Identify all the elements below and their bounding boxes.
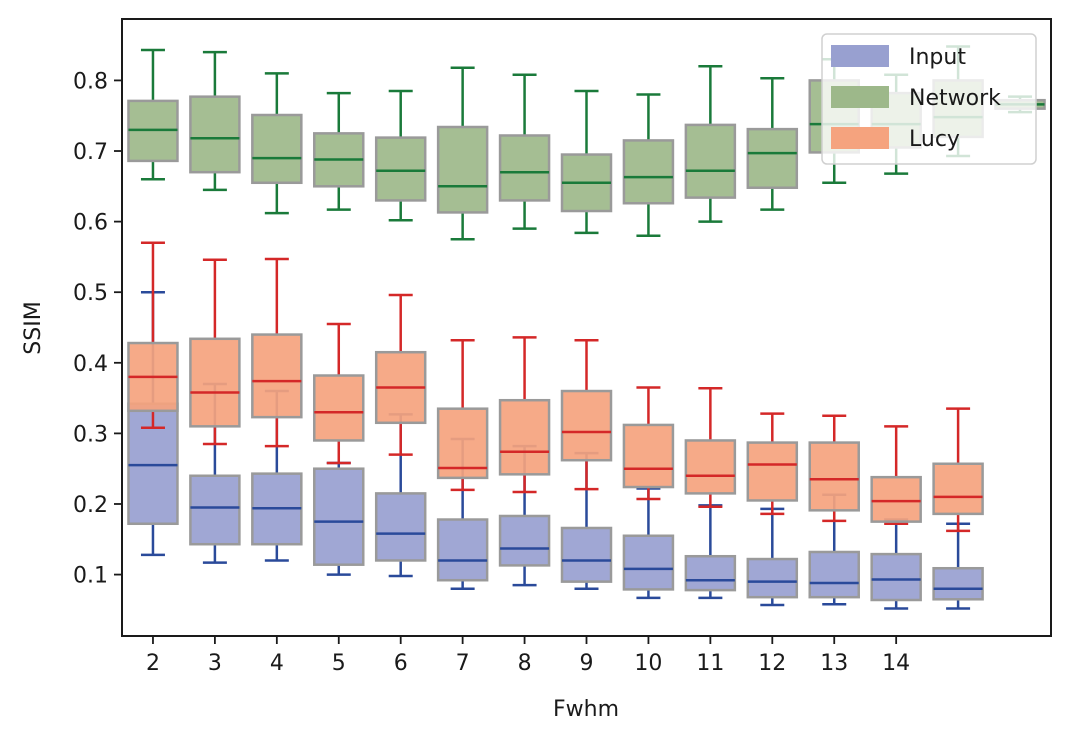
lucy-box-13 <box>808 441 860 512</box>
x-tick-label-9: 9 <box>580 651 594 676</box>
lucy-box-5 <box>313 374 365 442</box>
x-tick-label-2: 2 <box>146 651 160 676</box>
network-box-12 <box>746 127 799 189</box>
network-box-4 <box>251 113 303 185</box>
ticks-layer: 2 3 4 5 6 7 8 9 10 11 12 13 14 0.1 0.2 0.3 0.4 0.5 0.6 0.7 0… <box>73 69 910 676</box>
input-box-7 <box>436 518 489 582</box>
x-tick-label-10: 10 <box>634 651 662 676</box>
legend-label-lucy: Lucy <box>909 127 960 152</box>
network-box-8 <box>498 134 551 202</box>
x-tick-label-8: 8 <box>518 651 532 676</box>
series-input <box>127 290 984 610</box>
legend-swatch-lucy <box>831 127 889 149</box>
lucy-box-4 <box>251 333 303 419</box>
input-box-10 <box>622 534 675 591</box>
lucy-box-3 <box>189 337 241 428</box>
y-tick-label-3: 0.4 <box>73 352 108 377</box>
x-tick-label-11: 11 <box>696 651 724 676</box>
input-box-6 <box>374 492 427 562</box>
x-tick-label-3: 3 <box>208 651 222 676</box>
y-tick-label-2: 0.3 <box>73 422 108 447</box>
x-tick-label-14: 14 <box>882 651 910 676</box>
input-box-9 <box>560 526 613 583</box>
y-tick-label-4: 0.5 <box>73 281 108 306</box>
y-tick-label-5: 0.6 <box>73 211 108 236</box>
y-tick-label-0: 0.1 <box>73 564 108 589</box>
legend: Input Network Lucy <box>821 33 1037 165</box>
legend-label-input: Input <box>909 45 966 70</box>
input-box-13 <box>808 550 860 599</box>
input-box-11 <box>684 554 737 592</box>
legend-label-network: Network <box>909 86 1001 111</box>
y-tick-label-7: 0.8 <box>73 69 108 94</box>
x-tick-label-5: 5 <box>332 651 346 676</box>
x-tick-label-6: 6 <box>394 651 408 676</box>
input-box-14 <box>870 552 922 602</box>
legend-swatch-input <box>831 45 889 67</box>
x-tick-label-7: 7 <box>456 651 470 676</box>
input-box-5 <box>313 467 365 566</box>
x-axis-label: Fwhm <box>553 697 619 722</box>
lucy-box-9 <box>560 389 613 462</box>
plot-frame <box>121 18 1052 637</box>
lucy-box-15 <box>932 462 984 516</box>
input-box-8 <box>498 514 551 567</box>
network-box-3 <box>189 95 241 174</box>
input-box-12 <box>746 557 799 599</box>
network-box-7 <box>436 125 489 214</box>
lucy-box-12 <box>746 441 799 502</box>
x-tick-label-4: 4 <box>270 651 284 676</box>
y-tick-label-6: 0.7 <box>73 140 108 165</box>
x-tick-label-12: 12 <box>758 651 786 676</box>
lucy-box-11 <box>684 439 737 495</box>
y-axis-label: SSIM <box>21 301 46 354</box>
y-tick-label-1: 0.2 <box>73 493 108 518</box>
legend-swatch-network <box>831 86 889 108</box>
input-box-15 <box>932 566 984 601</box>
lucy-box-14 <box>870 475 922 523</box>
series-lucy <box>127 241 984 533</box>
input-box-3 <box>189 474 241 546</box>
lucy-box-8 <box>498 398 551 476</box>
network-box-11 <box>684 123 737 199</box>
network-box-10 <box>622 139 675 205</box>
lucy-box-10 <box>622 423 675 489</box>
lucy-box-7 <box>436 407 489 480</box>
x-tick-label-13: 13 <box>820 651 848 676</box>
network-box-6 <box>374 136 427 202</box>
